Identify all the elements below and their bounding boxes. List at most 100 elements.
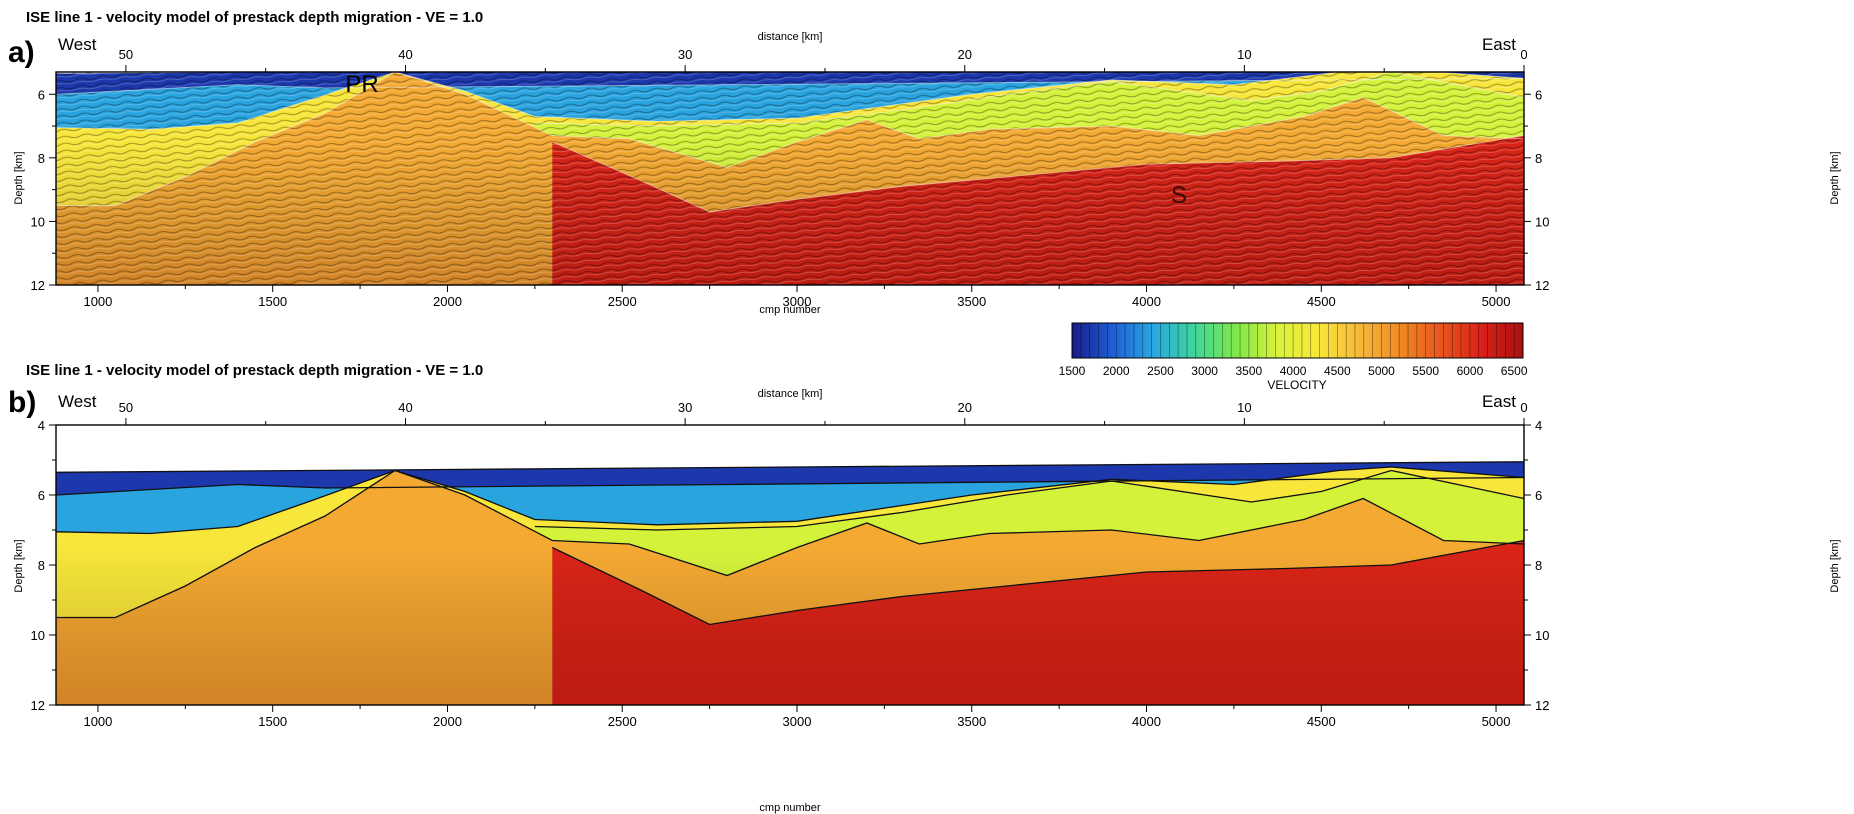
x-tick-label: 2500 (608, 294, 637, 309)
layer-boundary-2 (56, 77, 1524, 95)
panel-b-left-axis-label: Depth [km] (13, 539, 25, 592)
x-tick-label: 1500 (258, 714, 287, 729)
x2-tick-label: 20 (958, 400, 972, 415)
x2-tick-label: 0 (1520, 400, 1527, 415)
colorbar-tick-label: 5000 (1368, 364, 1395, 378)
x-tick-label: 4500 (1307, 294, 1336, 309)
layer-boundary-1 (56, 461, 1524, 473)
y-tick-label-right: 10 (1535, 214, 1549, 229)
layer-boundary-4 (534, 469, 1524, 531)
panel-a-title: ISE line 1 - velocity model of prestack … (26, 9, 483, 26)
x-tick-label: 3500 (957, 294, 986, 309)
x-tick-label: 2000 (433, 294, 462, 309)
panel-a-bottom-axis-label: cmp number (759, 304, 820, 316)
x2-tick-label: 50 (119, 47, 133, 62)
x2-tick-label: 30 (678, 400, 692, 415)
y-tick-label: 8 (38, 151, 45, 166)
y-tick-label-right: 10 (1535, 628, 1549, 643)
x2-tick-label: 40 (398, 47, 412, 62)
x-tick-label: 5000 (1482, 294, 1511, 309)
layer-boundary-3 (56, 466, 1524, 535)
x-tick-label: 4000 (1132, 714, 1161, 729)
layer-boundary-4 (534, 72, 1524, 127)
panel-a-east-label: East (1482, 35, 1516, 54)
panel-a-west-label: West (58, 35, 97, 54)
y-tick-label: 10 (31, 214, 45, 229)
x-tick-label: 3000 (783, 714, 812, 729)
layer-boundary-5 (56, 72, 1524, 206)
colorbar-tick-label: 6500 (1501, 364, 1528, 378)
panel-b-top-axis-label: distance [km] (758, 388, 823, 400)
colorbar-tick-label: 2500 (1147, 364, 1174, 378)
colorbar-tick-label: 1500 (1059, 364, 1086, 378)
x2-tick-label: 50 (119, 400, 133, 415)
y-tick-label: 10 (31, 628, 45, 643)
x2-tick-label: 10 (1237, 400, 1251, 415)
colorbar-tick-label: 4500 (1324, 364, 1351, 378)
y-tick-label: 6 (38, 488, 45, 503)
colorbar-tick-label: 4000 (1280, 364, 1307, 378)
depth-shading (56, 547, 1524, 705)
panel-a-top-axis-label: distance [km] (758, 31, 823, 43)
plot-frame (55, 71, 1525, 286)
y-tick-label-right: 6 (1535, 488, 1542, 503)
layer-boundary-6 (552, 539, 1524, 626)
colorbar-tick-label: 3500 (1236, 364, 1263, 378)
y-tick-label-right: 8 (1535, 151, 1542, 166)
colorbar-ticks: 1500 2000 2500 3000 3500 4000 4500 5000 5500 6000… (1059, 323, 1528, 378)
y-tick-label-right: 12 (1535, 698, 1549, 713)
layer-boundary-3 (56, 72, 1524, 130)
colorbar-tick-label: 5500 (1412, 364, 1439, 378)
x2-tick-label: 10 (1237, 47, 1251, 62)
y-tick-label-right: 4 (1535, 418, 1542, 433)
colorbar-ramp (1071, 322, 1524, 359)
colorbar-tick-label: 6000 (1457, 364, 1484, 378)
y-tick-label: 12 (31, 278, 45, 293)
y-tick-label: 6 (38, 87, 45, 102)
y-tick-label-right: 6 (1535, 87, 1542, 102)
y-tick-label-right: 12 (1535, 278, 1549, 293)
panel-a-axes: 1000 1500 2000 2500 3000 3500 4000 4500 5000 50 40… (31, 47, 1550, 309)
panel-a-left-axis-label: Depth [km] (13, 151, 25, 204)
x-tick-label: 1000 (83, 714, 112, 729)
colorbar-tick-label: 3000 (1191, 364, 1218, 378)
panel-a-right-axis-label: Depth [km] (1829, 151, 1841, 204)
panel-b-plot-area (56, 425, 1524, 705)
panel-b-east-label: East (1482, 392, 1516, 411)
layer-boundary-6 (552, 135, 1524, 213)
y-tick-label-right: 8 (1535, 558, 1542, 573)
colorbar-label: VELOCITY (1267, 378, 1326, 392)
panel-a: ISE line 1 - velocity model of prestack … (8, 9, 1841, 316)
x2-tick-label: 30 (678, 47, 692, 62)
y-tick-label: 12 (31, 698, 45, 713)
x-tick-label: 5000 (1482, 714, 1511, 729)
x-tick-label: 3500 (957, 714, 986, 729)
annotation-pr: PR (345, 71, 378, 98)
panel-b-right-axis-label: Depth [km] (1829, 539, 1841, 592)
x-tick-label: 1500 (258, 294, 287, 309)
x2-tick-label: 40 (398, 400, 412, 415)
x-tick-label: 2000 (433, 714, 462, 729)
panel-b-label: b) (8, 386, 36, 419)
x-tick-label: 1000 (83, 294, 112, 309)
panel-a-label: a) (8, 36, 35, 69)
panel-b-title: ISE line 1 - velocity model of prestack … (26, 362, 483, 379)
panel-a-plot-area (56, 72, 1524, 285)
x-tick-label: 3000 (783, 294, 812, 309)
y-tick-label: 4 (38, 418, 45, 433)
y-tick-label: 8 (38, 558, 45, 573)
x-tick-label: 4500 (1307, 714, 1336, 729)
panel-b: ISE line 1 - velocity model of prestack … (8, 362, 1841, 814)
layer-boundary-5 (56, 469, 1524, 619)
panel-b-west-label: West (58, 392, 97, 411)
x2-tick-label: 0 (1520, 47, 1527, 62)
annotation-s: S (1171, 182, 1187, 209)
colorbar: 1500 2000 2500 3000 3500 4000 4500 5000 5500 6000… (1059, 322, 1528, 392)
x2-tick-label: 20 (958, 47, 972, 62)
x-tick-label: 2500 (608, 714, 637, 729)
seismic-underlay (56, 72, 1524, 285)
panel-b-bottom-axis-label: cmp number (759, 802, 820, 814)
layer-boundary-2 (56, 476, 1524, 496)
